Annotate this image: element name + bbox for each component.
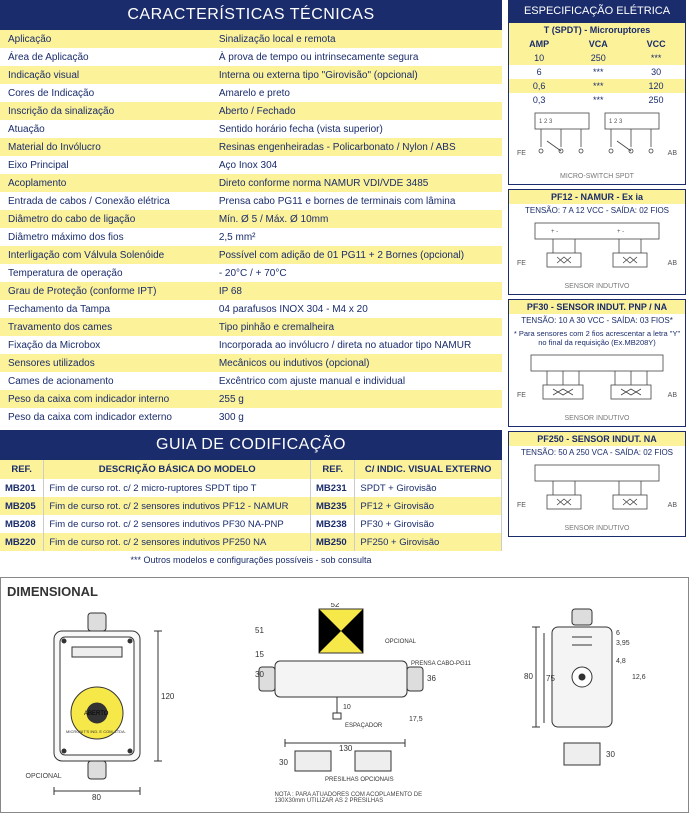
specs-row: Fechamento da Tampa04 parafusos INOX 304… xyxy=(0,300,502,318)
elec-header: ESPECIFICAÇÃO ELÉTRICA xyxy=(508,0,686,22)
specs-row: Inscrição da sinalizaçãoAberto / Fechado xyxy=(0,102,502,120)
svg-text:PRESILHAS OPCIONAIS: PRESILHAS OPCIONAIS xyxy=(325,777,394,783)
specs-row: Eixo PrincipalAço Inox 304 xyxy=(0,156,502,174)
svg-text:12,6: 12,6 xyxy=(632,674,646,681)
svg-text:PRENSA CABO-PG11: PRENSA CABO-PG11 xyxy=(411,661,472,667)
specs-row: Interligação com Válvula SolenóidePossív… xyxy=(0,246,502,264)
specs-row: Cames de acionamentoExcêntrico com ajust… xyxy=(0,372,502,390)
elec-pf250: PF250 - SENSOR INDUT. NA TENSÃO: 50 A 25… xyxy=(508,431,686,537)
svg-text:15: 15 xyxy=(255,650,264,659)
codif-row: MB208Fim de curso rot. c/ 2 sensores ind… xyxy=(0,515,502,533)
specs-row: Área de AplicaçãoÀ prova de tempo ou int… xyxy=(0,48,502,66)
dim-side: 80 75 6 3,95 4,8 12,6 30 xyxy=(516,603,666,806)
dimensional-section: DIMENSIONAL 80 120 ABERTO xyxy=(0,577,689,813)
specs-row: Diâmetro do cabo de ligaçãoMín. Ø 5 / Má… xyxy=(0,210,502,228)
svg-text:ABERTO: ABERTO xyxy=(84,711,109,717)
codif-row: MB220Fim de curso rot. c/ 2 sensores ind… xyxy=(0,533,502,551)
specs-row: Sensores utilizadosMecânicos ou indutivo… xyxy=(0,354,502,372)
specs-row: Temperatura de operação- 20°C / + 70°C xyxy=(0,264,502,282)
specs-row: Fixação da MicroboxIncorporada ao invólu… xyxy=(0,336,502,354)
svg-text:+ -: + - xyxy=(551,229,558,235)
svg-text:MICRONIT'S IND. E COM. LTDA.: MICRONIT'S IND. E COM. LTDA. xyxy=(66,729,126,734)
specs-row: Indicação visualInterna ou externa tipo … xyxy=(0,66,502,84)
diagram-micro: 1 2 31 2 3 FE AB xyxy=(509,107,685,171)
specs-row: Entrada de cabos / Conexão elétricaPrens… xyxy=(0,192,502,210)
specs-row: Travamento dos camesTipo pinhão e cremal… xyxy=(0,318,502,336)
svg-text:1 2 3: 1 2 3 xyxy=(539,119,553,125)
svg-text:ESPAÇADOR: ESPAÇADOR xyxy=(345,723,383,729)
dim-front: 80 120 ABERTO MICRONIT'S IND. E COM. LTD… xyxy=(24,603,174,806)
svg-text:1 2 3: 1 2 3 xyxy=(609,119,623,125)
specs-row: Material do InvólucroResinas engenheirad… xyxy=(0,138,502,156)
svg-text:4,8: 4,8 xyxy=(616,658,626,665)
codif-header: GUIA DE CODIFICAÇÃO xyxy=(0,430,502,460)
svg-text:36: 36 xyxy=(427,674,436,683)
svg-text:80: 80 xyxy=(524,672,533,681)
svg-text:52: 52 xyxy=(330,603,339,609)
svg-text:51: 51 xyxy=(255,626,264,635)
svg-text:120: 120 xyxy=(161,692,174,701)
svg-text:30: 30 xyxy=(606,750,615,759)
dim-top: 52 130 51 15 30 36 10 17,5 30 OPCIONAL P… xyxy=(215,603,475,806)
svg-text:3,95: 3,95 xyxy=(616,640,630,647)
specs-header: CARACTERÍSTICAS TÉCNICAS xyxy=(0,0,502,30)
svg-text:80: 80 xyxy=(92,793,101,802)
specs-row: Peso da caixa com indicador interno255 g xyxy=(0,390,502,408)
specs-row: AplicaçãoSinalização local e remota xyxy=(0,30,502,48)
specs-table: AplicaçãoSinalização local e remotaÁrea … xyxy=(0,30,502,426)
svg-text:+ -: + - xyxy=(617,229,624,235)
specs-row: Cores de IndicaçãoAmarelo e preto xyxy=(0,84,502,102)
svg-text:75: 75 xyxy=(546,674,555,683)
svg-text:30: 30 xyxy=(279,758,288,767)
svg-text:17,5: 17,5 xyxy=(409,716,423,723)
specs-row: Peso da caixa com indicador externo300 g xyxy=(0,408,502,426)
svg-text:130: 130 xyxy=(339,744,353,753)
codif-table: REF.DESCRIÇÃO BÁSICA DO MODELOREF.C/ IND… xyxy=(0,460,502,551)
specs-row: Diâmetro máximo dos fios2,5 mm² xyxy=(0,228,502,246)
svg-text:6: 6 xyxy=(616,630,620,637)
svg-text:10: 10 xyxy=(343,704,351,711)
codif-row: MB201Fim de curso rot. c/ 2 micro-ruptor… xyxy=(0,479,502,497)
specs-row: AtuaçãoSentido horário fecha (vista supe… xyxy=(0,120,502,138)
svg-text:OPCIONAL: OPCIONAL xyxy=(385,639,417,645)
elec-micro: T (SPDT) - Microruptores AMPVCAVCC10250*… xyxy=(508,22,686,185)
elec-pf12: PF12 - NAMUR - Ex ia TENSÃO: 7 A 12 VCC … xyxy=(508,189,686,295)
codif-row: MB205Fim de curso rot. c/ 2 sensores ind… xyxy=(0,497,502,515)
elec-pf30: PF30 - SENSOR INDUT. PNP / NA TENSÃO: 10… xyxy=(508,299,686,427)
codif-note: *** Outros modelos e configurações possí… xyxy=(0,551,502,569)
svg-text:30: 30 xyxy=(255,670,264,679)
specs-row: Grau de Proteção (conforme IPT)IP 68 xyxy=(0,282,502,300)
specs-row: AcoplamentoDireto conforme norma NAMUR V… xyxy=(0,174,502,192)
